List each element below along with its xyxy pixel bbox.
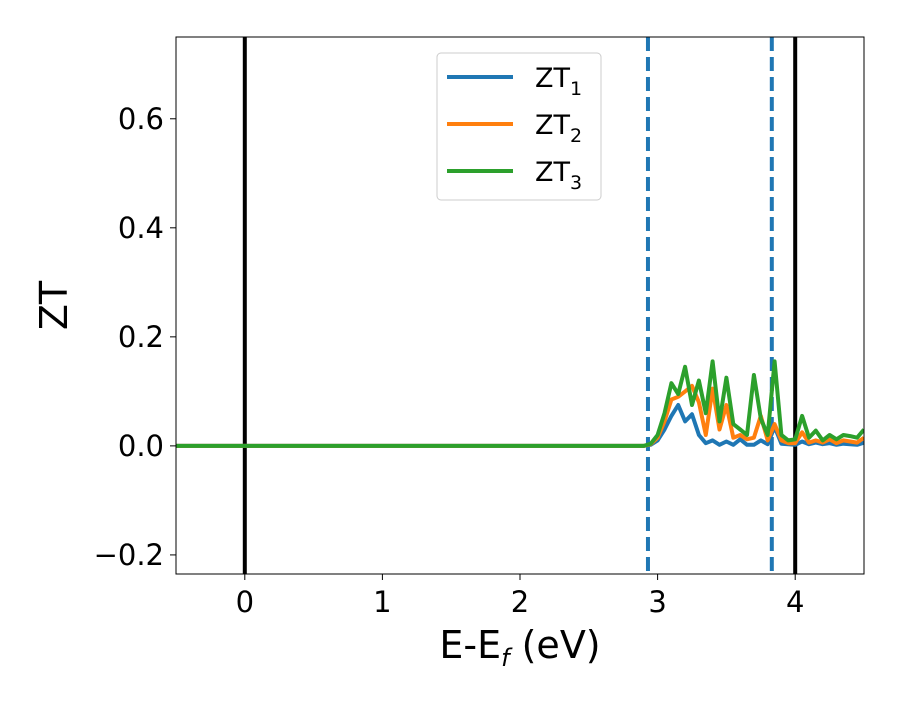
y-tick-label: −0.2 [94,538,164,572]
x-tick-label: 2 [511,585,529,619]
axis-ticks: 0 1 2 3 4 −0.2 0.0 0.2 0.4 0.6 [94,102,805,619]
series-line-zt1 [176,403,864,448]
legend: ZT1 ZT2 ZT3 [436,52,602,201]
legend-label-zt2: ZT2 [535,110,582,147]
y-tick-label: 0.2 [118,320,164,354]
legend-box [436,52,602,201]
x-tick-label: 1 [373,585,391,619]
y-tick-label: 0.4 [118,211,164,245]
series-line-zt3 [176,359,864,448]
x-tick-label: 0 [236,585,254,619]
x-tick-label: 4 [786,585,804,619]
series-line-zt2 [176,383,864,448]
y-axis-label: ZT [32,280,76,330]
x-axis-label: E-Ef (eV) [439,623,600,672]
plot-area [176,37,864,574]
x-tick-label: 3 [648,585,666,619]
legend-label-zt3: ZT3 [535,157,582,194]
x-axis-label-unit: (eV) [510,623,601,667]
y-tick-label: 0.6 [118,102,164,136]
legend-label-zt1: ZT1 [535,63,582,100]
y-tick-label: 0.0 [118,429,164,463]
x-axis-label-main: E-E [439,623,501,667]
